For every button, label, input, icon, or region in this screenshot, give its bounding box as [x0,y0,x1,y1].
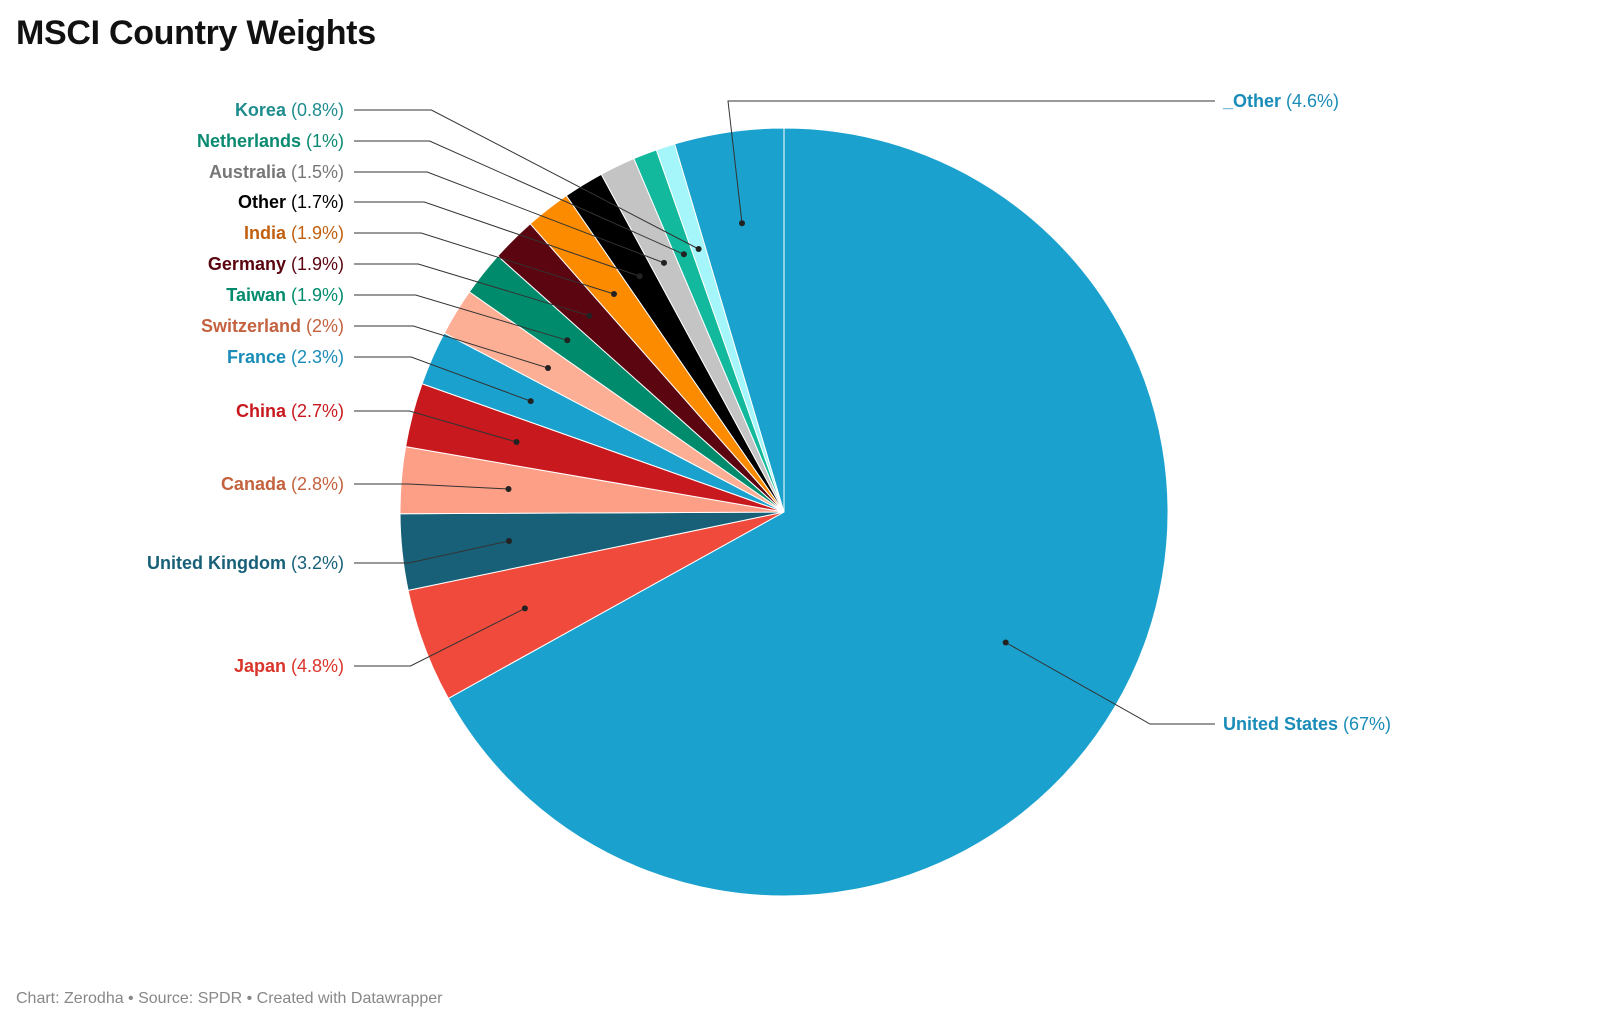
slice-label-value: (1.9%) [286,254,344,274]
slice-label-korea: Korea (0.8%) [235,100,344,120]
leader-dot-canada [505,486,512,492]
leader-line-united-states [1005,642,1215,725]
leader-line-netherlands [354,140,685,255]
leader-line-india [354,232,615,295]
slice-label-name: France [227,347,286,367]
chart-footer: Chart: Zerodha • Source: SPDR • Created … [16,990,443,1007]
leader-dot-taiwan [564,337,571,344]
pie-slice-united-states [447,127,1169,897]
slice-label-name: China [236,401,287,421]
slice-label-value: (1.9%) [286,285,344,305]
slice-label-name: Other [238,192,286,212]
leader-dot-united-states [1002,639,1009,646]
leader-line-other [727,100,1215,224]
slice-label-value: (2.3%) [286,347,344,367]
slice-label-canada: Canada (2.8%) [221,474,344,494]
slice-label-other: _Other (4.6%) [1222,91,1339,111]
leader-line-germany [354,263,590,317]
slice-label-france: France (2.3%) [227,347,344,367]
leader-dot-united-kingdom [506,538,512,544]
leader-line-united-kingdom [354,540,510,564]
leader-line-canada [354,483,509,490]
slice-label-name: United States [1223,714,1338,734]
slice-label-name: Canada [221,474,287,494]
leader-line-taiwan [354,294,568,341]
slice-label-united-kingdom: United Kingdom (3.2%) [147,553,344,573]
slice-labels: United States (67%) Japan (4.8%) United Ki… [147,91,1391,734]
leader-dot-other [636,273,643,280]
slice-label-china: China (2.7%) [236,401,344,421]
leader-lines [354,100,1215,725]
leader-dot-australia [661,259,667,266]
leader-line-other [354,201,640,277]
slice-label-value: (3.2%) [286,553,344,573]
leader-dot-japan [521,605,528,612]
slice-label-other: Other (1.7%) [238,192,344,212]
slice-label-value: (1.9%) [286,223,344,243]
leader-dot-france [527,398,534,405]
slice-label-name: _Other [1222,91,1281,111]
slice-label-switzerland: Switzerland (2%) [201,316,344,336]
slice-label-value: (67%) [1338,714,1391,734]
leader-dot-china [513,439,520,445]
leader-dot-india [611,291,617,297]
slice-label-name: Australia [209,162,287,182]
leader-dot-other [739,220,745,227]
leader-line-china [354,410,517,443]
slice-label-name: Japan [234,656,286,676]
leader-line-korea [354,109,699,250]
leader-dot-netherlands [680,251,687,258]
slice-label-netherlands: Netherlands (1%) [197,131,344,151]
slice-label-value: (2.8%) [286,474,344,494]
slice-label-value: (2%) [301,316,344,336]
slice-label-name: Germany [208,254,286,274]
slice-label-value: (4.6%) [1281,91,1339,111]
slice-label-name: United Kingdom [147,553,286,573]
chart-title: MSCI Country Weights [16,14,376,52]
pie-slices [399,127,1169,897]
leader-dot-switzerland [545,365,551,371]
slice-label-name: Taiwan [226,285,286,305]
slice-label-value: (1%) [301,131,344,151]
slice-label-value: (0.8%) [286,100,344,120]
slice-label-name: Switzerland [201,316,301,336]
leader-dot-germany [586,312,593,319]
pie-slice-other [674,127,785,513]
slice-label-united-states: United States (67%) [1223,714,1391,734]
slice-label-name: Korea [235,100,287,120]
slice-label-india: India (1.9%) [244,223,344,243]
slice-label-value: (4.8%) [286,656,344,676]
leader-line-france [354,356,531,402]
slice-label-value: (2.7%) [286,401,344,421]
leader-line-switzerland [354,325,549,369]
leader-dot-korea [695,246,702,252]
slice-label-value: (1.5%) [286,162,344,182]
leader-line-japan [354,607,526,667]
slice-label-taiwan: Taiwan (1.9%) [226,285,344,305]
slice-label-name: India [244,223,287,243]
slice-label-australia: Australia (1.5%) [209,162,344,182]
leader-line-australia [354,171,665,264]
slice-label-name: Netherlands [197,131,301,151]
slice-label-germany: Germany (1.9%) [208,254,344,274]
slice-label-japan: Japan (4.8%) [234,656,344,676]
slice-label-value: (1.7%) [286,192,344,212]
